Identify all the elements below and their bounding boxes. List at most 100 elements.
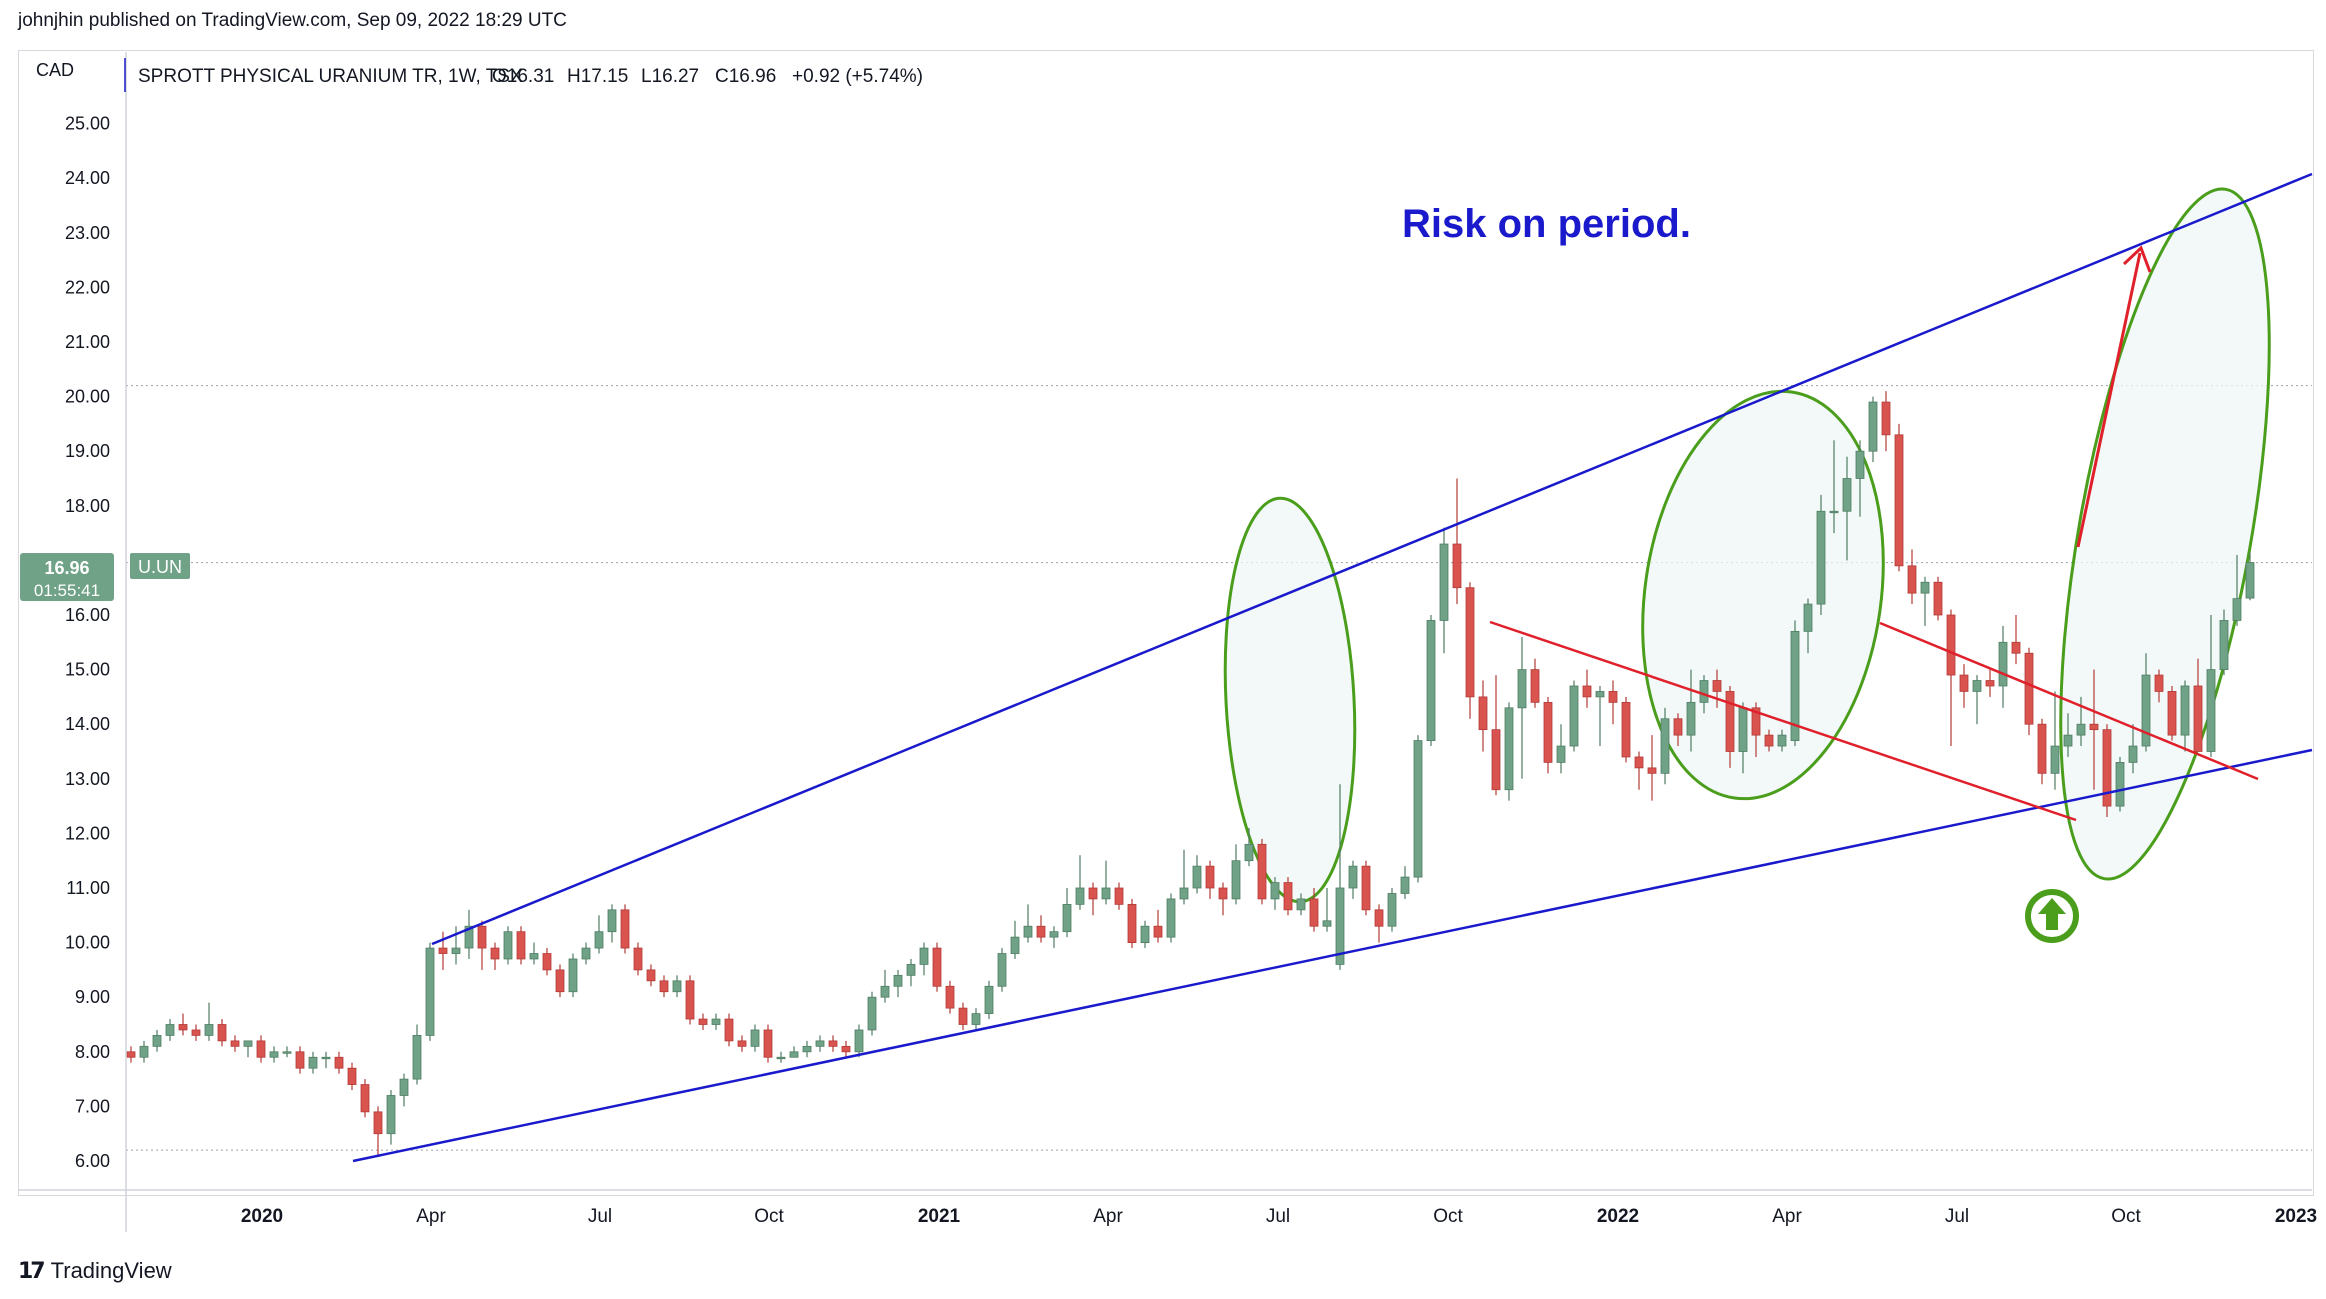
candle	[412, 1024, 422, 1085]
candle-body	[2180, 685, 2190, 736]
candle	[1231, 844, 1241, 905]
candle	[581, 942, 591, 965]
candle	[1114, 882, 1124, 910]
candle	[594, 915, 604, 954]
x-tick-label: 2022	[1597, 1206, 1639, 1227]
candle	[1309, 888, 1319, 932]
x-tick-label: Oct	[2111, 1206, 2141, 1227]
candle	[620, 904, 630, 954]
candle	[919, 942, 929, 976]
candle	[1946, 609, 1956, 747]
candle	[1036, 915, 1046, 943]
projection-arrow-shaft	[2076, 252, 2142, 548]
candle-body	[217, 1024, 227, 1042]
candle	[2219, 609, 2229, 676]
candle-body	[1374, 909, 1384, 927]
tradingview-brand-label: TradingView	[50, 1258, 172, 1283]
candle	[399, 1073, 409, 1107]
candle	[971, 1008, 981, 1030]
annotation-text-group[interactable]: Risk on period.	[1402, 202, 1691, 246]
candle	[334, 1051, 344, 1074]
candle	[1140, 920, 1150, 949]
ohlc-high: H17.15	[567, 66, 628, 87]
candle	[2050, 691, 2060, 790]
candle-body	[334, 1056, 344, 1069]
candle	[2024, 647, 2034, 736]
candle	[516, 926, 526, 965]
candle-body	[1322, 920, 1332, 927]
tradingview-brand[interactable]: 17 TradingView	[18, 1258, 172, 1284]
annotation-ellipses[interactable]	[1216, 174, 2311, 905]
candle	[2063, 713, 2073, 757]
candle-body	[1764, 734, 1774, 747]
candle	[1426, 615, 1436, 747]
candle	[1023, 904, 1033, 943]
candle	[659, 975, 669, 998]
candle	[1881, 391, 1891, 452]
y-tick-label: 14.00	[65, 714, 110, 734]
candle-body	[854, 1029, 864, 1053]
y-tick-label: 8.00	[75, 1042, 110, 1062]
x-tick-label: Apr	[1093, 1206, 1123, 1227]
candle-body	[516, 931, 526, 960]
chart-legend: CAD SPROTT PHYSICAL URANIUM TR, 1W, TSX …	[36, 58, 923, 92]
candle	[126, 1046, 136, 1063]
candle-body	[1270, 882, 1280, 900]
candle-body	[750, 1029, 760, 1047]
candle	[1413, 735, 1423, 883]
candle-body	[477, 925, 487, 949]
candle-body	[1309, 898, 1319, 927]
candle-body	[2076, 723, 2086, 736]
y-tick-label: 13.00	[65, 769, 110, 789]
x-tick-label: Apr	[1772, 1206, 1802, 1227]
candle	[1257, 838, 1267, 905]
candle-body	[1673, 718, 1683, 736]
last-price-marker: 16.96 01:55:41 U.UN	[20, 553, 190, 601]
candle-body	[1140, 925, 1150, 943]
candle	[386, 1090, 396, 1145]
x-tick-label: 2023	[2275, 1206, 2317, 1227]
candle-body	[165, 1024, 175, 1036]
price-level-lines	[126, 385, 2312, 1151]
y-tick-label: 21.00	[65, 332, 110, 352]
candle	[854, 1024, 864, 1058]
y-tick-label: 24.00	[65, 168, 110, 188]
candle	[1322, 888, 1332, 932]
candle-body	[1049, 931, 1059, 938]
x-tick-label: 2020	[241, 1206, 283, 1227]
candle	[1504, 702, 1514, 801]
candle-body	[568, 958, 578, 993]
candle	[490, 942, 500, 970]
chart-pane[interactable]	[18, 50, 2314, 1196]
candle-body	[256, 1040, 266, 1058]
annotation-drawings[interactable]	[352, 172, 2313, 1163]
y-tick-label: 19.00	[65, 441, 110, 461]
candle	[1777, 729, 1787, 752]
candle-body	[1543, 701, 1553, 763]
candle	[1647, 735, 1657, 801]
y-tick-label: 25.00	[65, 114, 110, 134]
candle-body	[1010, 936, 1020, 954]
candle	[438, 931, 448, 970]
candle	[165, 1019, 175, 1041]
candle-body	[1387, 893, 1397, 927]
candle	[1101, 860, 1111, 905]
candle-body	[1413, 740, 1423, 878]
candle-body	[1790, 630, 1800, 741]
candle	[191, 1024, 201, 1041]
bar-countdown: 01:55:41	[34, 581, 100, 600]
candle	[2115, 756, 2125, 812]
last-price-value: 16.96	[44, 558, 89, 578]
candle-body	[737, 1040, 747, 1047]
candle-body	[1595, 691, 1605, 698]
ticker-tag-label: U.UN	[138, 557, 182, 577]
x-tick-label: Jul	[588, 1206, 612, 1227]
candle-body	[542, 953, 552, 971]
candle	[672, 975, 682, 998]
candle	[308, 1051, 318, 1074]
candle	[1725, 685, 1735, 768]
chart-canvas[interactable]: 6.00 7.00 8.00 9.00 10.00 11.00 12.00 13.00 14.0…	[0, 0, 2326, 1260]
candle	[230, 1035, 240, 1052]
candle	[2245, 552, 2255, 601]
candle-body	[1946, 614, 1956, 676]
